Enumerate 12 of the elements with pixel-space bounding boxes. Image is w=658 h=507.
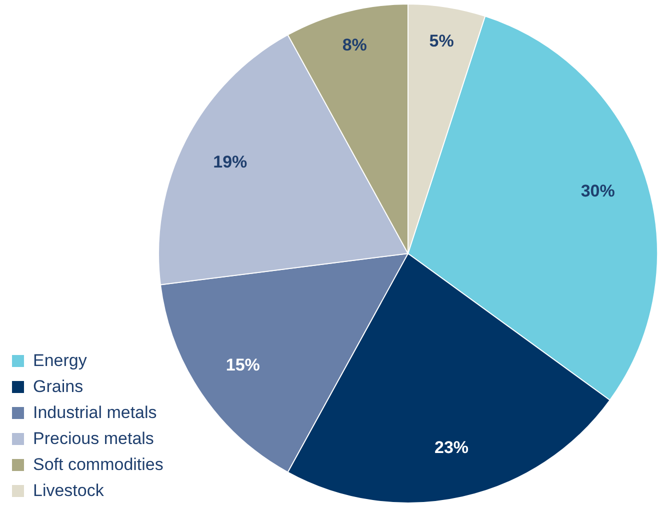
- data-label: 15%: [226, 355, 260, 374]
- data-label: 19%: [213, 152, 248, 172]
- legend-label: Industrial metals: [33, 402, 157, 423]
- legend-label: Livestock: [33, 480, 104, 501]
- data-label: 8%: [342, 35, 367, 54]
- legend-label: Energy: [33, 350, 87, 371]
- legend-label: Soft commodities: [33, 454, 164, 475]
- data-label: 5%: [429, 31, 454, 50]
- legend-label: Precious metals: [33, 428, 154, 449]
- legend-label: Grains: [33, 376, 84, 397]
- data-label: 30%: [580, 182, 615, 201]
- data-label: 23%: [434, 438, 469, 457]
